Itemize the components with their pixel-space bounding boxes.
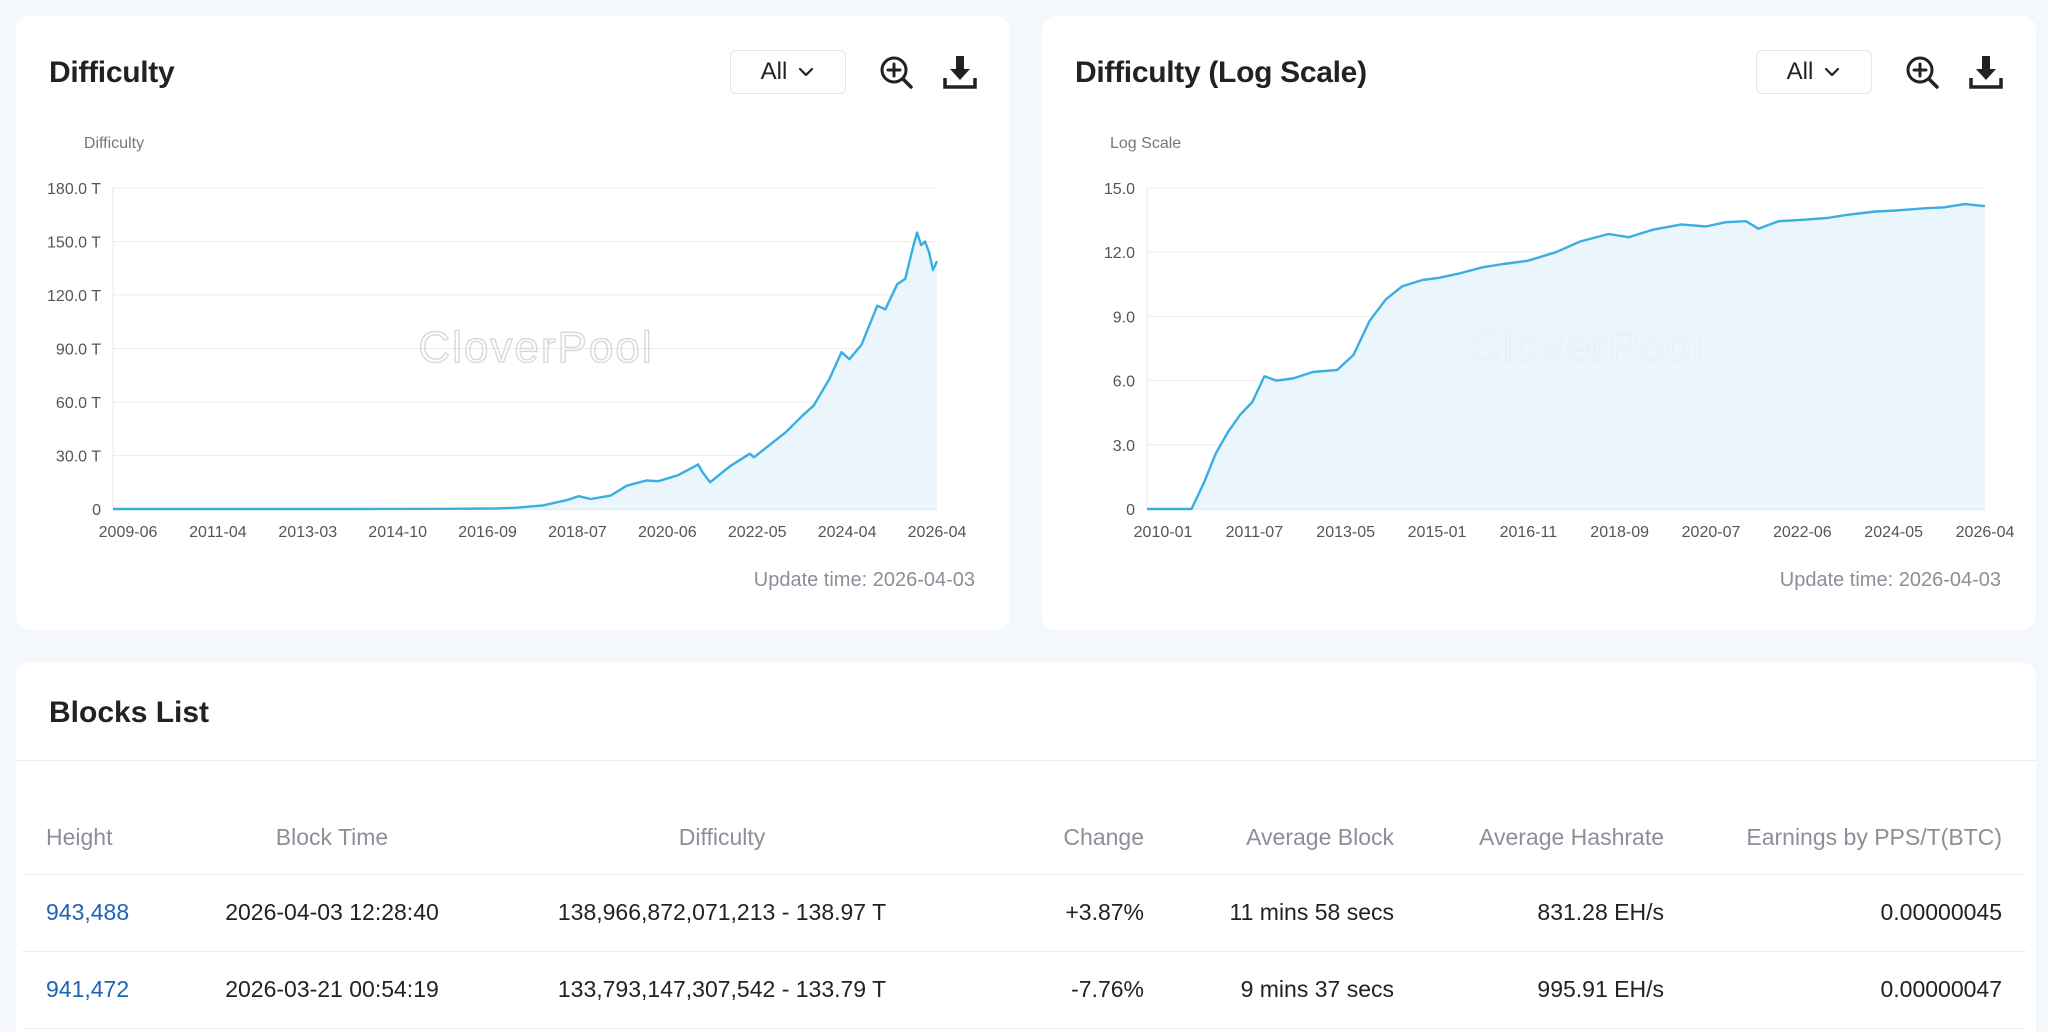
block-change: +3.87% (962, 874, 1152, 952)
chevron-down-icon (1825, 67, 1840, 77)
series-area (1147, 204, 1985, 509)
y-tick-label: 0 (1126, 502, 1135, 519)
x-tick-label: 2024-05 (1864, 524, 1923, 541)
range-select-value: All (760, 58, 788, 85)
col-average-block: Average Block (1152, 802, 1402, 875)
chevron-down-icon (799, 67, 814, 77)
block-time: 2026-04-03 12:28:40 (182, 874, 482, 952)
download-icon[interactable] (1966, 52, 2006, 92)
x-tick-label: 2013-03 (278, 524, 337, 541)
x-tick-label: 2011-04 (189, 524, 247, 541)
block-height-link[interactable]: 943,488 (46, 899, 130, 925)
x-tick-label: 2015-01 (1408, 524, 1467, 541)
chart-title: Difficulty (Log Scale) (1075, 56, 1367, 89)
difficulty-chart: Difficulty 0 30.0 T 60.0 T 90.0 T 120.0 T 150.… (47, 135, 967, 541)
block-average-block: 11 mins 58 secs (1152, 874, 1402, 952)
x-tick-label: 2024-04 (818, 524, 877, 541)
x-tick-label: 2022-06 (1773, 524, 1832, 541)
x-tick-label: 2018-07 (548, 524, 607, 541)
table-row: 943,488 2026-04-03 12:28:40 138,966,872,… (22, 874, 2026, 952)
blocks-list-title: Blocks List (49, 696, 210, 729)
x-tick-label: 2013-05 (1316, 524, 1375, 541)
y-tick-label: 9.0 (1113, 309, 1135, 326)
y-tick-label: 150.0 T (47, 235, 101, 252)
col-change: Change (962, 802, 1152, 875)
table-header-row: Height Block Time Difficulty Change Aver… (22, 802, 2026, 875)
x-tick-label: 2009-06 (99, 524, 158, 541)
series-line (113, 231, 939, 511)
series-area (113, 232, 937, 509)
block-difficulty: 133,793,147,307,542 - 133.79 T (482, 951, 962, 1029)
zoom-in-icon[interactable] (1902, 52, 1942, 92)
y-tick-label: 15.0 (1104, 181, 1135, 198)
range-select[interactable]: All (1756, 50, 1872, 94)
x-tick-label: 2010-01 (1134, 524, 1193, 541)
x-tick-label: 2026-04 (1956, 524, 2015, 541)
y-tick-label: 60.0 T (56, 395, 101, 412)
y-tick-label: 120.0 T (47, 288, 101, 305)
series-line (1147, 202, 1986, 511)
y-tick-label: 3.0 (1113, 438, 1135, 455)
block-height-link[interactable]: 941,472 (46, 976, 130, 1002)
divider (16, 760, 2036, 761)
col-difficulty: Difficulty (482, 802, 962, 875)
block-average-block: 9 mins 37 secs (1152, 951, 1402, 1029)
range-select[interactable]: All (730, 50, 846, 94)
block-average-hashrate: 995.91 EH/s (1402, 951, 1672, 1029)
y-axis-label: Difficulty (84, 135, 144, 152)
block-time: 2026-03-21 00:54:19 (182, 951, 482, 1029)
range-select-value: All (1786, 58, 1814, 85)
block-change: -7.76% (962, 951, 1152, 1029)
x-tick-label: 2020-07 (1682, 524, 1741, 541)
col-block-time: Block Time (182, 802, 482, 875)
block-average-hashrate: 831.28 EH/s (1402, 874, 1672, 952)
difficulty-card: Difficulty All Difficulty 0 30.0 T 60.0 T 90… (16, 16, 1010, 630)
col-average-hashrate: Average Hashrate (1402, 802, 1672, 875)
zoom-in-icon[interactable] (876, 52, 916, 92)
x-tick-label: 2016-09 (458, 524, 517, 541)
x-tick-label: 2016-11 (1500, 524, 1558, 541)
col-height: Height (22, 802, 182, 875)
y-tick-label: 90.0 T (56, 342, 101, 359)
download-icon[interactable] (940, 52, 980, 92)
y-tick-label: 180.0 T (47, 181, 101, 198)
x-tick-label: 2022-05 (728, 524, 787, 541)
x-tick-label: 2014-10 (368, 524, 427, 541)
blocks-table: Height Block Time Difficulty Change Aver… (22, 802, 2026, 1029)
table-row: 941,472 2026-03-21 00:54:19 133,793,147,… (22, 951, 2026, 1029)
x-tick-label: 2018-09 (1590, 524, 1649, 541)
x-tick-label: 2011-07 (1226, 524, 1284, 541)
block-difficulty: 138,966,872,071,213 - 138.97 T (482, 874, 962, 952)
y-axis-label: Log Scale (1110, 135, 1181, 152)
difficulty-log-card: Difficulty (Log Scale) All Log Scale 0 3.0… (1042, 16, 2036, 630)
y-tick-label: 30.0 T (56, 449, 101, 466)
y-tick-label: 0 (92, 502, 101, 519)
col-earnings: Earnings by PPS/T(BTC) (1672, 802, 2026, 875)
x-tick-label: 2026-04 (908, 524, 967, 541)
chart-title: Difficulty (49, 56, 175, 89)
y-tick-label: 6.0 (1113, 374, 1135, 391)
block-earnings: 0.00000047 (1672, 951, 2026, 1029)
difficulty-log-chart: Log Scale 0 3.0 6.0 9.0 12.0 15.0 2010-01 2011-0… (1104, 135, 2015, 541)
update-time: Update time: 2026-04-03 (1779, 569, 2001, 591)
blocks-list-card: Blocks List Height Block Time Difficulty… (16, 662, 2036, 1032)
x-tick-label: 2020-06 (638, 524, 697, 541)
update-time: Update time: 2026-04-03 (753, 569, 975, 591)
y-tick-label: 12.0 (1104, 245, 1135, 262)
block-earnings: 0.00000045 (1672, 874, 2026, 952)
watermark-logo: CloverPool (418, 323, 653, 372)
